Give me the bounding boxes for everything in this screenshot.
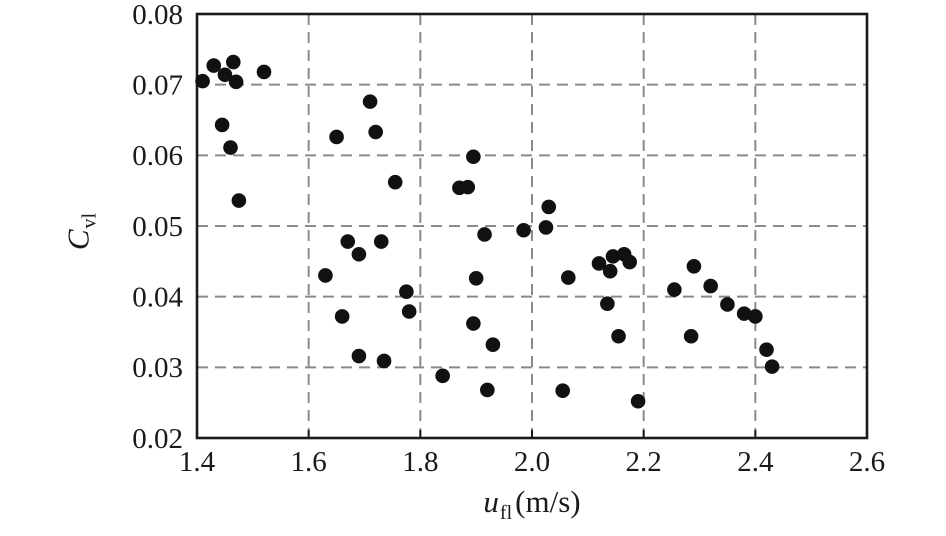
x-axis-unit: (m/s): [515, 484, 581, 519]
data-point: [368, 124, 383, 140]
data-point: [362, 94, 378, 109]
data-point: [591, 256, 607, 271]
data-point: [541, 199, 557, 215]
data-point: [376, 353, 392, 369]
x-axis-variable: u: [483, 484, 499, 519]
data-point: [351, 348, 367, 364]
y-tick-label: 0.02: [132, 423, 183, 455]
x-tick-label: 2.6: [849, 446, 885, 478]
data-point: [435, 368, 450, 384]
y-tick-label: 0.03: [132, 352, 183, 384]
data-point: [460, 179, 476, 195]
data-point: [231, 193, 247, 208]
data-point: [485, 337, 501, 353]
y-tick-label: 0.08: [132, 0, 183, 31]
data-point: [555, 383, 571, 398]
x-axis-title: ufl(m/s): [483, 484, 581, 523]
data-point: [720, 297, 735, 312]
y-tick-label: 0.06: [132, 140, 183, 172]
data-point: [399, 284, 414, 300]
data-point: [630, 393, 646, 409]
data-point: [256, 64, 272, 80]
data-point: [223, 140, 238, 155]
data-point: [387, 174, 403, 190]
data-point: [318, 268, 333, 283]
data-point: [225, 54, 241, 70]
data-point: [468, 270, 484, 286]
data-point: [516, 222, 531, 238]
data-point: [228, 74, 244, 90]
data-point: [195, 73, 210, 89]
data-point: [686, 258, 702, 274]
data-point: [217, 67, 233, 83]
x-tick-label: 2.4: [737, 446, 774, 478]
data-point: [748, 309, 763, 324]
data-point: [480, 382, 495, 398]
x-tick-label: 1.4: [179, 446, 216, 478]
y-tick-label: 0.05: [132, 211, 183, 243]
y-tick-label: 0.04: [132, 282, 183, 314]
y-axis-subscript: vl: [78, 212, 101, 229]
data-point: [401, 304, 417, 319]
data-point: [764, 359, 780, 374]
data-point: [736, 306, 752, 321]
data-point: [605, 249, 621, 264]
data-point: [600, 296, 615, 312]
data-point: [602, 263, 618, 279]
data-point: [477, 227, 492, 242]
y-axis-title: Cvl: [60, 213, 101, 251]
data-point: [329, 129, 344, 145]
data-point: [622, 254, 638, 270]
data-point: [683, 328, 699, 344]
x-tick-label: 1.8: [402, 446, 438, 478]
x-tick-label: 1.6: [291, 446, 327, 478]
x-tick-label: 2.2: [626, 446, 662, 478]
data-point: [703, 278, 718, 294]
data-point: [560, 270, 576, 285]
data-point: [334, 309, 350, 324]
data-point: [373, 234, 389, 249]
x-axis-subscript: fl: [499, 502, 513, 524]
data-point: [538, 220, 554, 235]
x-tick-label: 2.0: [514, 446, 550, 478]
data-point: [214, 117, 230, 133]
y-tick-label: 0.07: [132, 70, 183, 102]
data-point: [351, 246, 367, 262]
data-point: [611, 328, 626, 344]
data-point: [466, 149, 481, 165]
data-point: [206, 58, 222, 73]
data-point: [759, 342, 774, 357]
data-point: [340, 234, 356, 249]
data-point: [466, 316, 481, 331]
data-point: [667, 282, 682, 297]
y-axis-variable: C: [60, 229, 96, 251]
